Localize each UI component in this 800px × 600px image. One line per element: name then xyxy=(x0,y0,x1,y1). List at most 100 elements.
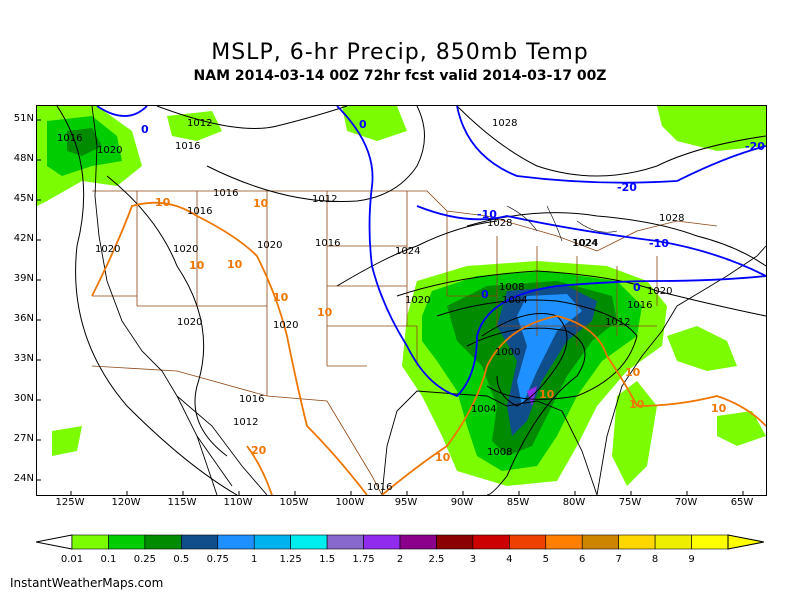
gulf-california xyxy=(176,395,268,495)
colorbar-swatch xyxy=(545,534,583,550)
isobar-1020-low xyxy=(396,270,766,317)
isotherm-label: -20 xyxy=(745,140,765,153)
isotherm-labels: 0 0 -20 -20 -10 -10 0 0 10 10 10 10 10 2… xyxy=(141,118,765,464)
precip-southeast xyxy=(612,381,657,486)
isobar-label: 1012 xyxy=(312,194,337,205)
isobar-1020-west xyxy=(106,175,228,457)
isobar-label: 1028 xyxy=(487,218,512,229)
isobar-label: 1016 xyxy=(213,188,238,199)
lon-label: 65W xyxy=(730,497,754,508)
colorbar-swatch xyxy=(181,534,219,550)
isobar-label: 1008 xyxy=(487,447,512,458)
isobar-label: 1024 xyxy=(395,246,420,257)
colorbar-label: 1 xyxy=(251,554,258,565)
bottom-ticks xyxy=(70,491,744,495)
isobar-1008-low xyxy=(466,327,586,495)
isobar-label: 1012 xyxy=(187,118,212,129)
lat-label: 27N xyxy=(13,433,34,444)
isotherm-label: 10 xyxy=(629,398,645,411)
colorbar-swatch xyxy=(509,534,547,550)
isobar-1016-plains xyxy=(206,106,425,203)
atlantic-coast xyxy=(596,245,766,495)
colorbar-label: 1.75 xyxy=(352,554,375,565)
colorbar-label: 2 xyxy=(396,554,404,565)
precip-atlantic xyxy=(667,326,737,371)
precip-nrockies xyxy=(167,111,222,141)
lon-label: 90W xyxy=(450,497,474,508)
isobar-1028-east xyxy=(466,212,766,267)
lon-label: 105W xyxy=(279,497,309,508)
isotherm-label: 0 xyxy=(141,123,149,136)
isobar-label: 1004 xyxy=(471,404,496,415)
colorbar-label: 7 xyxy=(615,554,622,565)
colorbar-swatch xyxy=(253,534,291,550)
colorbar-swatch xyxy=(108,534,146,550)
colorbar-label: 9 xyxy=(688,554,695,565)
colorbar-swatch xyxy=(654,534,692,550)
lon-label: 95W xyxy=(394,497,418,508)
map-title: MSLP, 6-hr Precip, 850mb Temp xyxy=(211,40,589,65)
colorbar-label: 0.01 xyxy=(60,554,84,565)
isobar-label: 1016 xyxy=(175,141,200,152)
colorbar-swatch xyxy=(472,534,510,550)
lon-label: 70W xyxy=(674,497,698,508)
isotherm-label: -10 xyxy=(477,208,497,221)
canada-border xyxy=(92,190,718,252)
colorbar-swatch xyxy=(581,534,619,550)
isotherm-10-east xyxy=(381,315,766,495)
colorbar-label: 0.1 xyxy=(100,554,117,565)
colorbar-max-arrow xyxy=(727,534,764,550)
precip-baja xyxy=(52,426,82,456)
isotherm-minus10 xyxy=(416,205,766,277)
isobar-label: 1016 xyxy=(57,133,82,144)
isobar-1024-central xyxy=(336,220,498,287)
isobar-label: 1024 xyxy=(572,238,597,249)
precip-colorbar xyxy=(36,534,764,550)
isotherm-label: 10 xyxy=(539,388,555,401)
isotherm-label: 10 xyxy=(189,259,205,272)
colorbar-label: 0.5 xyxy=(173,554,190,565)
isotherm-label: 10 xyxy=(155,196,171,209)
great-lakes xyxy=(506,205,618,242)
colorbar-min-arrow xyxy=(36,534,73,550)
isotherm-label: 10 xyxy=(253,197,269,210)
gulf-coast xyxy=(381,390,598,495)
weather-map-svg: 1016 1020 1012 1016 1016 1028 1028 1012 … xyxy=(37,106,766,495)
colorbar-swatch xyxy=(290,534,328,550)
isobar-label: 1020 xyxy=(273,320,298,331)
isotherm-label: 10 xyxy=(273,291,289,304)
colorbar-label: 4 xyxy=(506,554,513,565)
isotherm-0-west xyxy=(96,106,148,117)
isobar-1028-high xyxy=(456,106,766,177)
isobar-label: 1028 xyxy=(492,118,517,129)
state-lines-central xyxy=(327,191,418,367)
colorbar-label: 3 xyxy=(469,554,477,565)
isobar-label: 1016 xyxy=(627,300,652,311)
isotherm-label: -20 xyxy=(617,181,637,194)
state-lines-west xyxy=(92,191,328,396)
colorbar-label: 8 xyxy=(651,554,659,565)
isotherm-10-west xyxy=(91,201,368,495)
colorbar-swatch xyxy=(326,534,364,550)
mexico-border xyxy=(91,365,383,495)
isobar-labels: 1016 1020 1012 1016 1016 1028 1028 1012 … xyxy=(57,118,684,493)
isobar-label: 1020 xyxy=(647,286,672,297)
colorbar-swatch xyxy=(71,534,109,550)
isobar-1004-low xyxy=(481,313,568,407)
isobar-label: 1028 xyxy=(659,213,684,224)
isobar-label: 1016 xyxy=(239,394,264,405)
colorbar-swatch xyxy=(691,534,729,550)
isotherm-0 xyxy=(336,106,766,398)
coastlines xyxy=(91,106,766,495)
isotherm-label: 10 xyxy=(227,258,243,271)
isobar-label: 1020 xyxy=(257,240,282,251)
political-borders xyxy=(91,190,718,495)
isobar-1016-west xyxy=(56,106,238,495)
isobar-label: 1004 xyxy=(502,295,527,306)
colorbar-label: 0.25 xyxy=(133,554,156,565)
lon-label: 125W xyxy=(55,497,85,508)
precip-carib xyxy=(717,411,766,446)
isotherm-label: 0 xyxy=(359,118,367,131)
isobar-label: 1012 xyxy=(233,417,258,428)
isotherm-label: 10 xyxy=(317,306,333,319)
